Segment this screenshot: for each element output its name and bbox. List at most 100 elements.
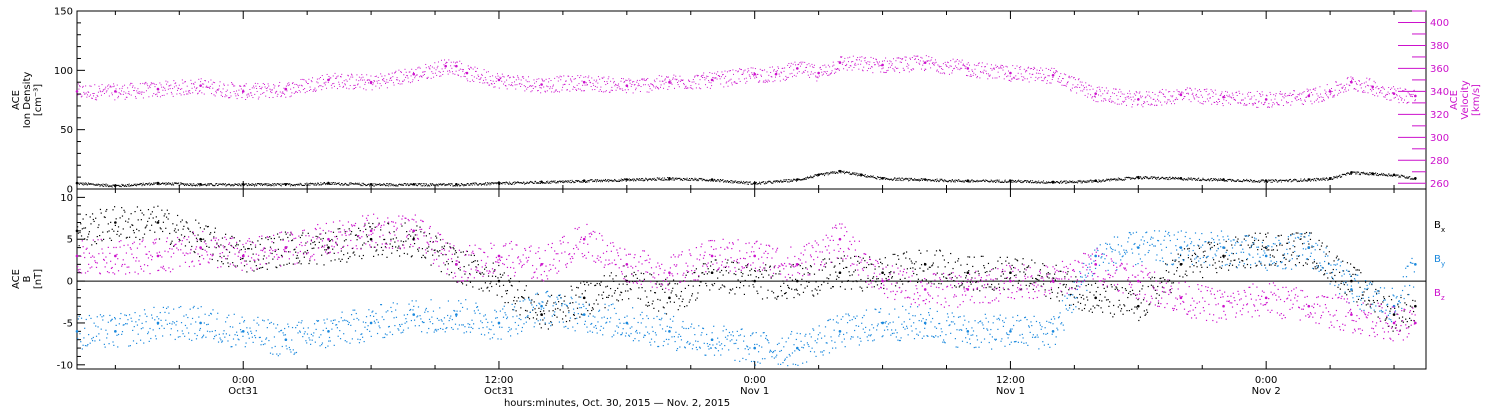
density-point xyxy=(699,178,701,180)
density-point xyxy=(1324,179,1326,181)
velocity-point xyxy=(336,76,338,78)
density-point xyxy=(905,177,907,179)
velocity-point xyxy=(1061,84,1063,86)
velocity-point xyxy=(1205,101,1207,103)
velocity-point xyxy=(938,65,940,67)
velocity-point xyxy=(660,86,662,88)
velocity-point xyxy=(1167,99,1169,101)
density-point xyxy=(251,183,253,185)
velocity-point xyxy=(632,81,634,83)
density-point xyxy=(909,178,911,180)
velocity-point xyxy=(566,89,568,91)
velocity-point xyxy=(235,95,237,97)
density-point xyxy=(193,183,195,185)
velocity-point xyxy=(840,56,842,58)
density-point xyxy=(299,182,301,184)
bx-point xyxy=(281,255,283,257)
density-point xyxy=(191,185,193,187)
velocity-point xyxy=(1036,69,1038,71)
bx-point xyxy=(282,238,284,240)
density-point xyxy=(382,183,384,185)
density-point xyxy=(718,179,720,181)
velocity-point xyxy=(308,90,310,92)
density-point xyxy=(299,184,301,186)
velocity-point xyxy=(1052,76,1054,78)
density-point xyxy=(745,181,747,183)
density-point xyxy=(167,182,169,184)
velocity-point xyxy=(863,66,865,68)
density-point xyxy=(928,179,930,181)
density-point xyxy=(545,182,547,184)
density-point xyxy=(424,184,426,186)
bx-point xyxy=(148,217,150,219)
velocity-point xyxy=(910,69,912,71)
velocity-point xyxy=(666,76,668,78)
bx-point xyxy=(84,238,86,240)
velocity-point xyxy=(298,86,300,88)
density-point xyxy=(105,183,107,185)
density-point xyxy=(488,182,490,184)
density-point xyxy=(1351,172,1353,174)
bx-point xyxy=(177,229,179,231)
velocity-point xyxy=(1228,94,1230,96)
velocity-point xyxy=(1124,97,1126,99)
velocity-point xyxy=(801,63,803,65)
velocity-point xyxy=(914,59,916,61)
density-point xyxy=(115,184,117,186)
velocity-point xyxy=(1125,98,1127,100)
density-point xyxy=(1227,178,1229,180)
density-point xyxy=(1348,172,1350,174)
bx-point xyxy=(251,241,253,243)
density-point xyxy=(108,186,110,188)
density-point xyxy=(512,182,514,184)
bx-point xyxy=(219,255,221,258)
density-point xyxy=(231,184,233,186)
density-point xyxy=(1043,182,1045,184)
density-point xyxy=(1346,173,1348,175)
density-point xyxy=(197,183,199,185)
density-point xyxy=(331,183,333,185)
bx-point xyxy=(188,228,190,230)
density-point xyxy=(946,181,948,183)
density-point xyxy=(1033,181,1035,183)
density-point xyxy=(753,182,755,184)
velocity-point xyxy=(366,79,368,81)
bx-point xyxy=(256,268,258,270)
bx-point xyxy=(206,226,209,228)
density-point xyxy=(819,173,821,175)
density-point xyxy=(1342,173,1344,175)
density-point xyxy=(856,175,858,177)
velocity-point xyxy=(419,67,421,69)
velocity-point xyxy=(259,85,261,87)
velocity-point xyxy=(888,67,890,69)
density-point xyxy=(334,182,336,184)
density-point xyxy=(932,179,934,181)
velocity-point xyxy=(402,80,404,82)
velocity-point xyxy=(827,74,829,76)
velocity-point xyxy=(599,78,601,80)
bx-point xyxy=(78,245,80,247)
density-point xyxy=(945,180,947,182)
density-point xyxy=(1316,178,1318,180)
velocity-point xyxy=(1032,73,1034,75)
bx-point xyxy=(289,234,291,236)
density-point xyxy=(395,184,397,186)
velocity-point xyxy=(1386,98,1388,100)
velocity-point xyxy=(1310,100,1312,102)
velocity-point xyxy=(1201,102,1203,104)
velocity-point xyxy=(143,91,145,93)
density-point xyxy=(690,177,692,179)
velocity-point xyxy=(687,87,689,89)
density-point xyxy=(1114,178,1116,180)
velocity-point xyxy=(893,69,895,71)
velocity-point xyxy=(427,77,429,79)
density-point xyxy=(280,184,282,186)
velocity-point xyxy=(757,81,759,83)
density-point xyxy=(984,180,986,182)
density-point xyxy=(723,181,725,183)
velocity-point xyxy=(1338,89,1340,91)
velocity-point xyxy=(780,71,782,73)
velocity-point xyxy=(1353,88,1355,90)
velocity-point xyxy=(526,88,528,90)
